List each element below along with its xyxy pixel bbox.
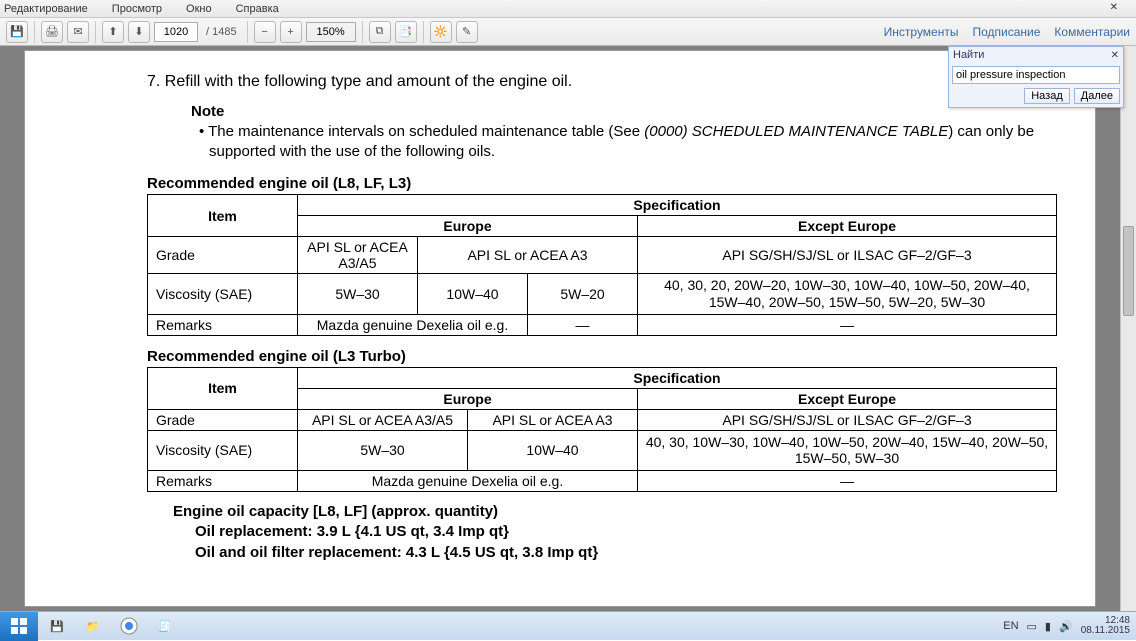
table2: Item Specification Europe Except Europe … bbox=[147, 367, 1057, 493]
find-input[interactable] bbox=[952, 66, 1120, 84]
zoom-out-icon[interactable]: − bbox=[254, 21, 276, 43]
tray-clock[interactable]: 12:48 08.11.2015 bbox=[1081, 616, 1130, 636]
find-prev-button[interactable]: Назад bbox=[1024, 88, 1070, 104]
t1-grade-label: Grade bbox=[148, 237, 298, 274]
tool-b-icon[interactable]: 📑 bbox=[395, 21, 417, 43]
toolbar: 💾 🖨 ✉ ⬆ ⬇ / 1485 − + 150% ⧉ 📑 🔆 ✎ Инстру… bbox=[0, 18, 1136, 46]
tray-vol-icon[interactable]: 🔊 bbox=[1059, 620, 1073, 633]
menubar: Редактирование Просмотр Окно Справка ✕ bbox=[0, 0, 1136, 18]
link-tools[interactable]: Инструменты bbox=[884, 25, 959, 39]
t1-rem-dash2: — bbox=[638, 314, 1057, 335]
document-area: 7. Refill with the following type and am… bbox=[0, 46, 1136, 611]
t2-visc-eu2: 10W–40 bbox=[468, 430, 638, 471]
find-close-icon[interactable]: ✕ bbox=[1111, 50, 1119, 61]
chrome-icon bbox=[120, 617, 138, 635]
t1-spec-head: Specification bbox=[298, 195, 1057, 216]
pdf-page: 7. Refill with the following type and am… bbox=[24, 50, 1096, 607]
task-app-2[interactable]: 📁 bbox=[76, 614, 110, 638]
tool-a-icon[interactable]: ⧉ bbox=[369, 21, 391, 43]
find-title: Найти bbox=[953, 49, 984, 61]
window-close-icon[interactable]: ✕ bbox=[1110, 2, 1118, 13]
page-down-icon[interactable]: ⬇ bbox=[128, 21, 150, 43]
t1-eu-head: Europe bbox=[298, 216, 638, 237]
t2-eu-head: Europe bbox=[298, 388, 638, 409]
t2-rem-eu: Mazda genuine Dexelia oil e.g. bbox=[298, 471, 638, 492]
zoom-in-icon[interactable]: + bbox=[280, 21, 302, 43]
t2-spec-head: Specification bbox=[298, 367, 1057, 388]
t1-rem-eu: Mazda genuine Dexelia oil e.g. bbox=[298, 314, 528, 335]
capacity-block: Engine oil capacity [L8, LF] (approx. qu… bbox=[173, 502, 1059, 563]
step-text: 7. Refill with the following type and am… bbox=[147, 73, 1059, 91]
save-icon[interactable]: 💾 bbox=[6, 21, 28, 43]
mail-icon[interactable]: ✉ bbox=[67, 21, 89, 43]
task-app-3[interactable]: 🧾 bbox=[148, 614, 182, 638]
note-heading: Note bbox=[191, 103, 1059, 120]
t2-visc-eu1: 5W–30 bbox=[298, 430, 468, 471]
t1-grade-eu2: API SL or ACEA A3 bbox=[418, 237, 638, 274]
find-next-button[interactable]: Далее bbox=[1074, 88, 1120, 104]
t2-grade-eu2: API SL or ACEA A3 bbox=[468, 409, 638, 430]
print-icon[interactable]: 🖨 bbox=[41, 21, 63, 43]
t1-rem-label: Remarks bbox=[148, 314, 298, 335]
t2-noneu-head: Except Europe bbox=[638, 388, 1057, 409]
menu-edit[interactable]: Редактирование bbox=[4, 3, 100, 15]
find-panel: Найти ✕ Назад Далее bbox=[948, 46, 1124, 108]
t2-grade-noneu: API SG/SH/SJ/SL or ILSAC GF–2/GF–3 bbox=[638, 409, 1057, 430]
t1-rem-dash: — bbox=[528, 314, 638, 335]
t1-visc-eu1: 5W–30 bbox=[298, 274, 418, 315]
t2-rem-dash: — bbox=[638, 471, 1057, 492]
tool-c-icon[interactable]: 🔆 bbox=[430, 21, 452, 43]
menu-window[interactable]: Окно bbox=[186, 3, 224, 15]
capacity-l1: Oil replacement: 3.9 L {4.1 US qt, 3.4 I… bbox=[195, 522, 1059, 542]
capacity-head: Engine oil capacity [L8, LF] (approx. qu… bbox=[173, 502, 1059, 522]
page-up-icon[interactable]: ⬆ bbox=[102, 21, 124, 43]
start-button[interactable] bbox=[0, 612, 38, 641]
t1-noneu-head: Except Europe bbox=[638, 216, 1057, 237]
t2-grade-label: Grade bbox=[148, 409, 298, 430]
t2-item-head: Item bbox=[148, 367, 298, 409]
scrollbar-thumb[interactable] bbox=[1123, 226, 1134, 316]
t2-visc-noneu: 40, 30, 10W–30, 10W–40, 10W–50, 20W–40, … bbox=[638, 430, 1057, 471]
zoom-level[interactable]: 150% bbox=[306, 22, 356, 42]
t1-grade-eu1: API SL or ACEA A3/A5 bbox=[298, 237, 418, 274]
table1: Item Specification Europe Except Europe … bbox=[147, 194, 1057, 336]
tray-flag-icon[interactable]: ▭ bbox=[1027, 620, 1037, 633]
link-comments[interactable]: Комментарии bbox=[1054, 25, 1130, 39]
capacity-l2: Oil and oil filter replacement: 4.3 L {4… bbox=[195, 543, 1059, 563]
t1-item-head: Item bbox=[148, 195, 298, 237]
t2-grade-eu1: API SL or ACEA A3/A5 bbox=[298, 409, 468, 430]
tray-net-icon[interactable]: ▮ bbox=[1045, 620, 1051, 633]
table2-title: Recommended engine oil (L3 Turbo) bbox=[147, 348, 1059, 365]
t2-visc-label: Viscosity (SAE) bbox=[148, 430, 298, 471]
system-tray: EN ▭ ▮ 🔊 12:48 08.11.2015 bbox=[1003, 616, 1136, 636]
taskbar: 💾 📁 🧾 EN ▭ ▮ 🔊 12:48 08.11.2015 bbox=[0, 611, 1136, 640]
windows-icon bbox=[10, 617, 28, 635]
page-number-input[interactable] bbox=[154, 22, 198, 42]
table1-title: Recommended engine oil (L8, LF, L3) bbox=[147, 175, 1059, 192]
task-app-1[interactable]: 💾 bbox=[40, 614, 74, 638]
t2-rem-label: Remarks bbox=[148, 471, 298, 492]
note-body: • The maintenance intervals on scheduled… bbox=[209, 122, 1059, 161]
t1-visc-label: Viscosity (SAE) bbox=[148, 274, 298, 315]
vertical-scrollbar[interactable] bbox=[1120, 46, 1136, 611]
menu-help[interactable]: Справка bbox=[236, 3, 291, 15]
tray-lang[interactable]: EN bbox=[1003, 620, 1018, 632]
tool-d-icon[interactable]: ✎ bbox=[456, 21, 478, 43]
t1-visc-eu3: 5W–20 bbox=[528, 274, 638, 315]
t1-visc-noneu: 40, 30, 20, 20W–20, 10W–30, 10W–40, 10W–… bbox=[638, 274, 1057, 315]
t1-grade-noneu: API SG/SH/SJ/SL or ILSAC GF–2/GF–3 bbox=[638, 237, 1057, 274]
task-chrome[interactable] bbox=[112, 614, 146, 638]
page-total: / 1485 bbox=[206, 26, 237, 38]
t1-visc-eu2: 10W–40 bbox=[418, 274, 528, 315]
menu-view[interactable]: Просмотр bbox=[112, 3, 174, 15]
link-sign[interactable]: Подписание bbox=[972, 25, 1040, 39]
